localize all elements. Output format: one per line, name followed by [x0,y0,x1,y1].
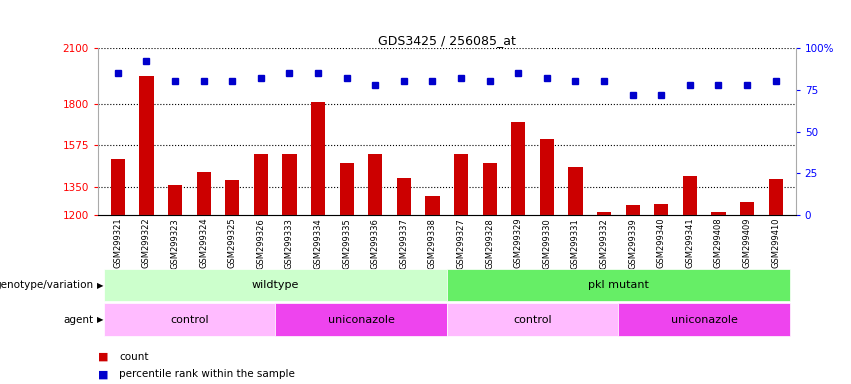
Bar [254,154,268,215]
Text: ■: ■ [98,369,108,379]
Bar [447,269,790,301]
Bar [397,178,411,215]
Bar [654,204,668,215]
Text: uniconazole: uniconazole [328,314,394,325]
Bar [426,195,440,215]
Text: uniconazole: uniconazole [671,314,738,325]
Text: agent: agent [64,314,94,325]
Bar [740,202,754,215]
Bar [168,185,182,215]
Bar [226,180,239,215]
Text: ■: ■ [98,352,108,362]
Text: percentile rank within the sample: percentile rank within the sample [119,369,295,379]
Bar [597,212,611,215]
Bar [283,154,297,215]
Bar [683,176,697,215]
Bar [768,179,783,215]
Text: control: control [170,314,208,325]
Bar [104,303,275,336]
Text: pkl mutant: pkl mutant [588,280,648,290]
Text: genotype/variation: genotype/variation [0,280,94,290]
Bar [483,163,497,215]
Bar [104,269,447,301]
Text: wildtype: wildtype [252,280,299,290]
Bar [447,303,619,336]
Bar [340,163,354,215]
Title: GDS3425 / 256085_at: GDS3425 / 256085_at [378,34,516,47]
Bar [625,205,640,215]
Bar [311,102,325,215]
Bar [454,154,468,215]
Bar [540,139,554,215]
Bar [619,303,790,336]
Bar [368,154,382,215]
Text: ▶: ▶ [97,281,104,290]
Text: control: control [513,314,552,325]
Text: count: count [119,352,149,362]
Bar [511,122,525,215]
Bar [197,172,211,215]
Bar [275,303,447,336]
Bar [711,212,726,215]
Bar [111,159,125,215]
Text: ▶: ▶ [97,315,104,324]
Bar [140,76,154,215]
Bar [568,167,583,215]
